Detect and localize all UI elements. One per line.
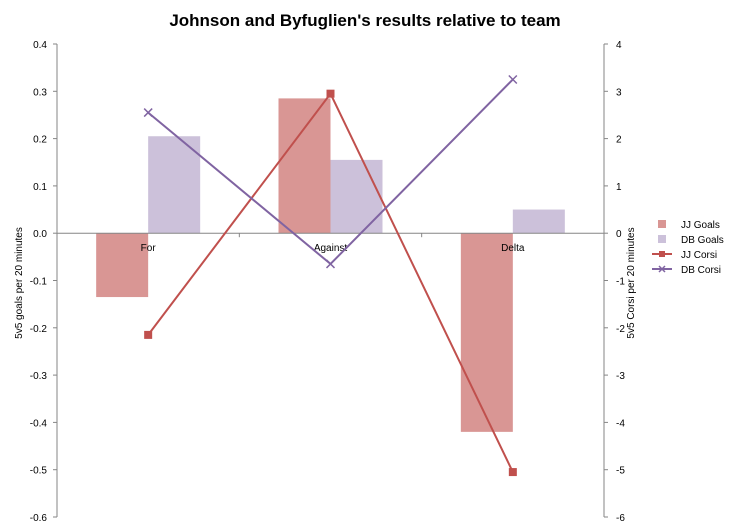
chart-title: Johnson and Byfuglien's results relative… <box>169 11 560 30</box>
y2-axis-title: 5v5 Corsi per 20 minutes <box>626 227 637 338</box>
y2-tick-label: 0 <box>616 229 622 240</box>
y-tick-label: 0.2 <box>33 135 47 146</box>
y2-tick-label: 4 <box>616 40 622 51</box>
bar-db-goals <box>512 209 565 234</box>
point-db-corsi <box>143 108 153 118</box>
y2-tick-label: -1 <box>616 277 625 288</box>
y2-tick-label: 2 <box>616 135 622 146</box>
bar-jj-goals <box>460 233 513 432</box>
y-tick-label: -0.4 <box>30 418 48 429</box>
y2-tick-label: -5 <box>616 466 625 477</box>
y2-tick-label: -6 <box>616 513 625 524</box>
legend-label: DB Goals <box>681 235 724 246</box>
point-db-corsi <box>508 74 518 85</box>
legend-swatch-jj-goals <box>658 220 666 228</box>
legend: JJ Goals DB Goals JJ Corsi DB Corsi <box>652 220 724 276</box>
x-tick-label: Delta <box>501 243 525 254</box>
y-tick-label: -0.3 <box>30 371 48 382</box>
legend-label: JJ Corsi <box>681 250 717 261</box>
bars-layer <box>96 98 565 432</box>
legend-swatch-db-goals <box>658 235 666 243</box>
legend-marker-db-corsi <box>658 265 666 273</box>
bar-jj-goals <box>278 98 331 234</box>
y-tick-label: 0.4 <box>33 40 47 51</box>
y-tick-label: -0.1 <box>30 277 48 288</box>
y2-tick-label: -4 <box>616 418 625 429</box>
y-tick-label: 0.1 <box>33 182 47 193</box>
bar-db-goals <box>148 136 201 234</box>
y2-tick-label: -3 <box>616 371 625 382</box>
y-tick-label: 0.0 <box>33 229 47 240</box>
point-jj-corsi <box>508 468 517 477</box>
y-tick-label: -0.5 <box>30 466 48 477</box>
x-tick-label: For <box>141 243 157 254</box>
y-axis-title: 5v5 goals per 20 minutes <box>14 227 25 339</box>
point-jj-corsi <box>144 330 153 339</box>
lines-layer <box>143 74 518 477</box>
point-db-corsi <box>325 259 336 269</box>
y-tick-label: 0.3 <box>33 87 47 98</box>
bar-db-goals <box>330 159 383 234</box>
y2-tick-label: 1 <box>616 182 622 193</box>
ticks-layer: 0.4 0.3 0.2 0.1 0.0 -0.1 -0.2 -0.3 -0.4 -0.5 -0.6 4… <box>30 40 626 524</box>
x-tick-label: Against <box>314 243 348 254</box>
legend-label: DB Corsi <box>681 265 721 276</box>
legend-label: JJ Goals <box>681 220 720 231</box>
y2-tick-label: -2 <box>616 324 625 335</box>
y2-tick-label: 3 <box>616 87 622 98</box>
point-jj-corsi <box>326 89 335 98</box>
legend-marker-jj-corsi <box>659 251 665 257</box>
y-tick-label: -0.2 <box>30 324 48 335</box>
y-tick-label: -0.6 <box>30 513 48 524</box>
bar-jj-goals <box>96 233 149 298</box>
